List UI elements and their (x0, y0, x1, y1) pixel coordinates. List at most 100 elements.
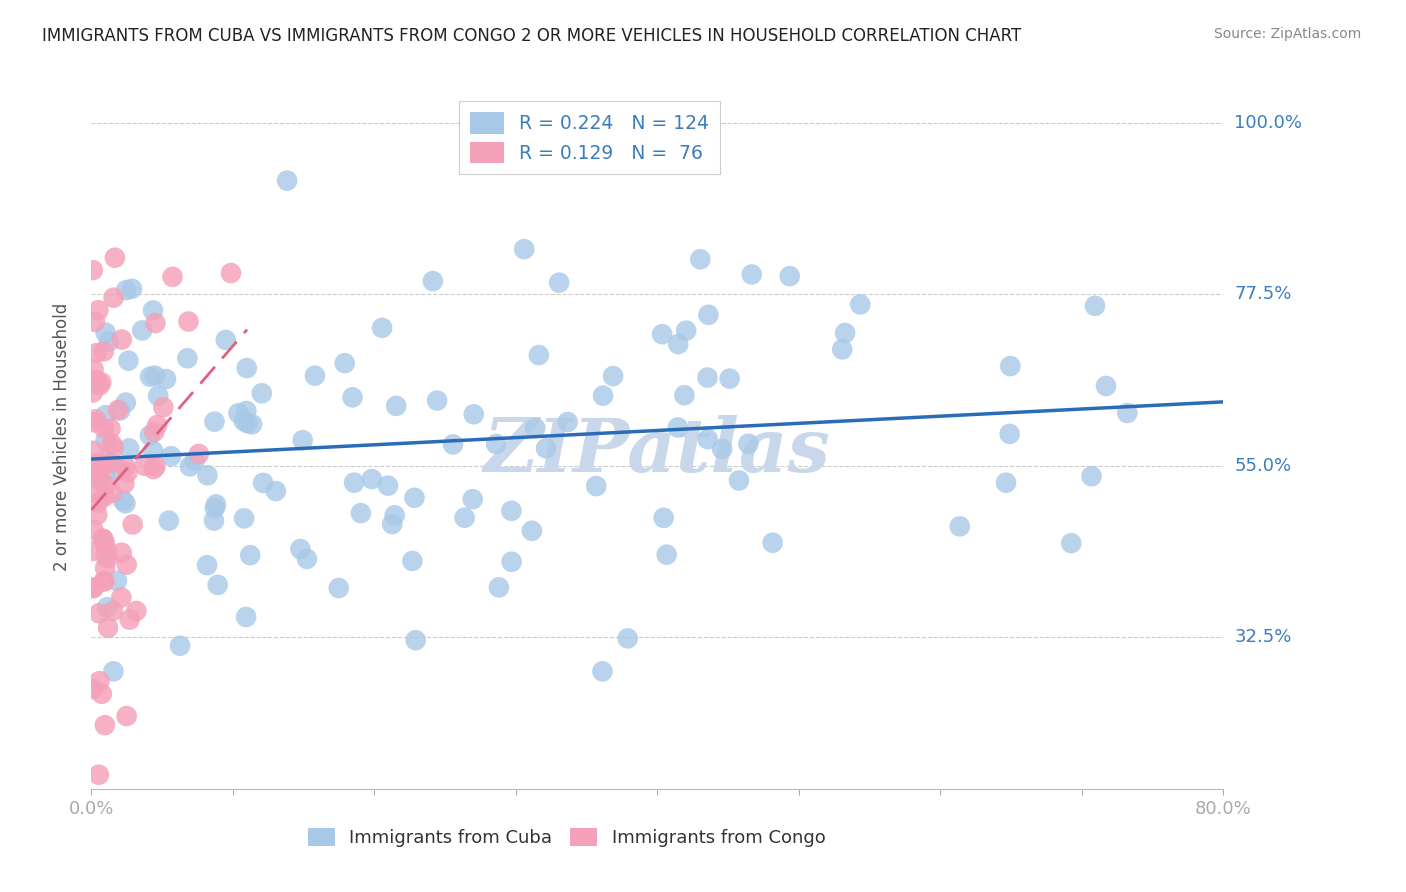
Text: ZIPatlas: ZIPatlas (484, 415, 831, 487)
Point (82, 263, 104, 277)
Point (115, 558, 138, 572)
Y-axis label: 2 or more Vehicles in Household: 2 or more Vehicles in Household (52, 303, 70, 571)
Point (134, 458, 156, 473)
Point (82, 416, 104, 430)
Point (143, 368, 166, 383)
Point (82, 523, 104, 537)
Point (197, 468, 219, 483)
Point (111, 546, 134, 560)
Point (831, 343, 853, 357)
Point (87, 466, 110, 480)
Text: 55.0%: 55.0% (1234, 457, 1292, 475)
Point (295, 552, 318, 566)
Point (103, 441, 125, 455)
Point (169, 639, 191, 653)
Point (94, 477, 117, 491)
Point (377, 478, 399, 492)
Point (152, 400, 174, 414)
Point (84, 346, 107, 360)
Point (949, 519, 972, 533)
Point (97, 621, 120, 635)
Point (96, 544, 118, 558)
Point (228, 406, 250, 420)
Point (651, 327, 673, 342)
Point (86, 508, 108, 522)
Point (205, 498, 228, 512)
Point (696, 370, 718, 384)
Point (142, 462, 165, 476)
Point (1000, 359, 1022, 373)
Point (94, 467, 117, 482)
Point (184, 453, 207, 467)
Point (90, 687, 112, 701)
Point (240, 417, 263, 432)
Point (84, 412, 107, 426)
Point (501, 504, 523, 518)
Point (87, 767, 110, 781)
Point (204, 415, 226, 429)
Point (718, 371, 741, 385)
Point (673, 388, 696, 402)
Text: 77.5%: 77.5% (1234, 285, 1292, 303)
Point (384, 508, 406, 523)
Point (90, 376, 112, 390)
Point (187, 447, 209, 461)
Point (112, 476, 135, 491)
Point (250, 386, 273, 401)
Point (115, 283, 138, 297)
Point (592, 389, 614, 403)
Point (291, 434, 314, 448)
Point (995, 475, 1018, 490)
Point (121, 282, 143, 296)
Point (290, 541, 312, 556)
Point (779, 269, 801, 284)
Point (121, 517, 143, 532)
Point (82, 682, 104, 697)
Point (1116, 406, 1139, 420)
Point (343, 475, 366, 490)
Legend: Immigrants from Cuba, Immigrants from Congo: Immigrants from Cuba, Immigrants from Co… (301, 821, 832, 855)
Point (114, 395, 136, 409)
Point (453, 510, 475, 524)
Point (114, 459, 136, 474)
Point (108, 463, 131, 477)
Point (179, 459, 201, 474)
Point (108, 403, 131, 417)
Point (405, 633, 427, 648)
Point (146, 418, 169, 433)
Point (834, 326, 856, 340)
Point (89, 465, 111, 479)
Point (849, 297, 872, 311)
Point (426, 393, 449, 408)
Point (145, 316, 167, 330)
Point (103, 291, 125, 305)
Text: 100.0%: 100.0% (1234, 114, 1302, 132)
Point (93, 574, 115, 589)
Point (143, 425, 166, 439)
Point (616, 632, 638, 646)
Point (1060, 536, 1083, 550)
Point (485, 437, 508, 451)
Point (441, 437, 464, 451)
Point (666, 420, 689, 434)
Point (89, 674, 111, 689)
Point (118, 613, 141, 627)
Point (524, 421, 547, 435)
Point (422, 274, 444, 288)
Point (235, 361, 257, 376)
Text: 32.5%: 32.5% (1234, 628, 1292, 646)
Point (155, 372, 177, 386)
Point (82, 385, 104, 400)
Point (84, 467, 107, 481)
Point (115, 709, 138, 723)
Point (145, 459, 167, 474)
Point (84, 315, 107, 329)
Text: Source: ZipAtlas.com: Source: ZipAtlas.com (1213, 27, 1361, 41)
Point (82, 581, 104, 595)
Point (101, 437, 124, 451)
Point (148, 389, 170, 403)
Point (548, 276, 571, 290)
Point (87, 607, 110, 621)
Point (101, 486, 124, 500)
Point (93, 574, 115, 588)
